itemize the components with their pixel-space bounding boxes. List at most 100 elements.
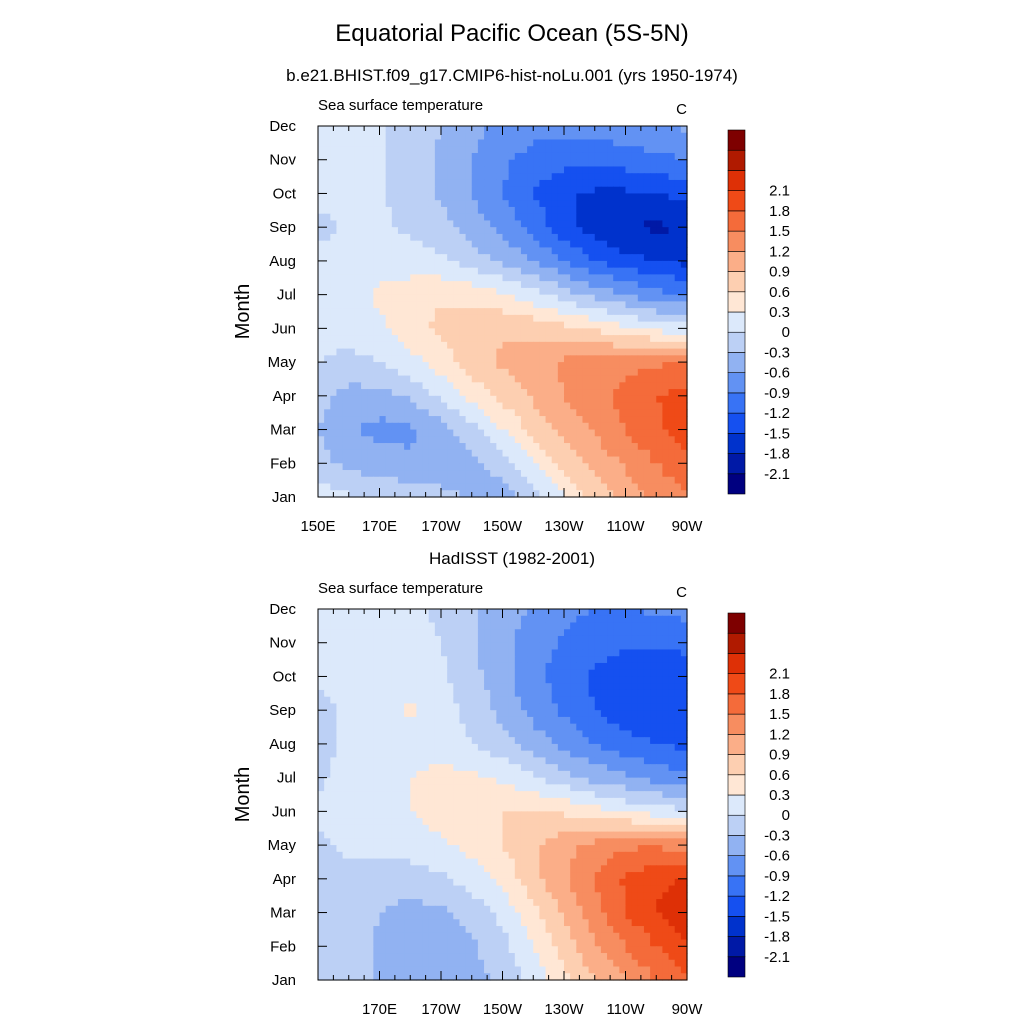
field-cell [527,159,534,168]
field-cell [459,213,467,222]
field-cell [674,669,682,678]
field-cell [607,395,614,404]
field-cell [502,173,510,181]
field-cell [484,743,491,752]
field-cell [484,335,491,343]
field-cell [582,649,590,657]
field-cell [379,716,387,725]
field-cell [533,609,540,617]
field-cell [354,456,362,464]
field-cell [379,355,387,363]
field-cell [348,422,356,431]
field-cell [656,247,663,255]
field-cell [680,476,688,485]
field-cell [680,683,688,691]
field-cell [379,449,387,458]
field-cell [441,355,448,363]
field-cell [619,743,627,752]
field-cell [422,206,430,215]
field-cell [502,368,510,377]
field-cell [570,139,577,147]
field-cell [471,649,479,657]
field-cell [570,609,577,617]
field-cell [477,206,485,215]
field-cell [391,622,399,630]
field-cell [656,213,663,222]
field-cell [459,341,467,350]
field-cell [533,281,540,289]
field-cell [354,463,362,471]
field-cell [379,233,387,242]
field-cell [533,247,540,255]
field-cell [336,696,344,705]
field-cell [594,770,602,779]
field-cell [336,132,344,141]
field-cell [447,220,454,228]
field-cell [533,622,540,630]
field-cell [582,254,590,262]
field-cell [631,166,639,174]
field-cell [588,186,596,195]
field-cell [570,622,577,630]
field-cell [324,743,331,752]
field-cell [502,341,510,350]
field-cell [477,443,485,451]
field-cell [318,770,325,779]
field-cell [441,200,448,208]
field-cell [545,737,553,745]
field-cell [490,723,497,732]
field-cell [582,676,590,684]
field-cell [557,676,565,684]
field-cell [342,757,350,765]
field-cell [551,723,559,732]
field-cell [428,635,436,644]
field-cell [434,730,442,738]
field-cell [674,206,682,215]
field-cell [361,132,368,141]
field-cell [410,254,417,262]
field-cell [434,362,442,370]
field-cell [484,416,491,424]
field-cell [441,362,448,370]
field-cell [637,152,645,161]
field-cell [520,635,528,644]
field-cell [354,449,362,458]
field-cell [625,294,633,302]
field-cell [527,757,534,765]
field-cell [397,146,405,154]
field-cell [514,213,522,222]
field-cell [557,389,565,397]
field-cell [533,132,540,141]
field-cell [600,233,608,242]
field-cell [576,368,584,377]
field-cell [459,179,467,188]
field-cell [502,737,510,745]
field-cell [680,770,688,779]
field-cell [318,757,325,765]
field-cell [447,750,454,758]
field-cell [514,395,522,404]
field-cell [613,622,620,630]
field-cell [354,267,362,275]
field-cell [477,676,485,684]
field-cell [404,656,411,664]
field-cell [527,173,534,181]
field-cell [318,703,325,711]
field-cell [336,770,344,779]
field-cell [484,723,491,732]
field-cell [496,710,504,718]
field-cell [324,716,331,725]
field-cell [348,213,356,222]
field-cell [336,260,344,269]
field-cell [674,301,682,309]
field-cell [490,267,497,275]
field-cell [613,689,620,698]
field-cell [361,402,368,410]
field-cell [391,173,399,181]
field-cell [619,213,627,222]
field-cell [674,656,682,664]
field-cell [410,341,417,350]
field-cell [551,368,559,377]
field-cell [422,389,430,397]
field-cell [391,649,399,657]
